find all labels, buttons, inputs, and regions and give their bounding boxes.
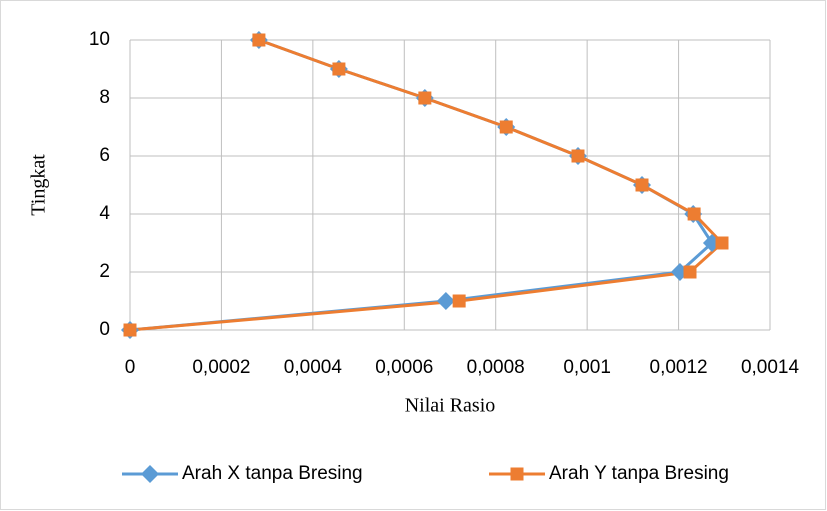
y-tick-label: 8 <box>99 87 110 108</box>
legend-marker <box>510 467 524 481</box>
marker <box>418 91 432 105</box>
y-tick-label: 4 <box>99 203 110 224</box>
marker <box>571 149 585 163</box>
y-tick-label: 10 <box>89 29 110 50</box>
marker <box>683 265 697 279</box>
marker <box>252 33 266 47</box>
marker <box>687 207 701 221</box>
x-tick-label: 0,0014 <box>741 357 800 378</box>
x-tick-label: 0,001 <box>563 357 611 378</box>
x-axis-label: Nilai Rasio <box>405 395 496 417</box>
marker <box>715 236 729 250</box>
y-axis-label: Tingkat <box>28 154 50 216</box>
legend-label: Arah X tanpa Bresing <box>182 463 363 484</box>
marker <box>332 62 346 76</box>
marker <box>452 294 466 308</box>
y-tick-label: 6 <box>99 145 110 166</box>
marker <box>436 292 455 310</box>
marker <box>123 323 137 337</box>
marker <box>635 178 649 192</box>
x-tick-label: 0,0008 <box>467 357 525 378</box>
y-tick-label: 2 <box>99 261 110 282</box>
marker <box>499 120 513 134</box>
x-tick-label: 0,0002 <box>192 357 250 378</box>
y-tick-label: 0 <box>99 319 110 340</box>
x-tick-label: 0 <box>125 357 136 378</box>
legend-label: Arah Y tanpa Bresing <box>549 463 729 484</box>
x-tick-label: 0,0006 <box>375 357 433 378</box>
x-tick-label: 0,0004 <box>284 357 343 378</box>
x-tick-label: 0,0012 <box>650 357 708 378</box>
legend-marker <box>141 465 159 483</box>
